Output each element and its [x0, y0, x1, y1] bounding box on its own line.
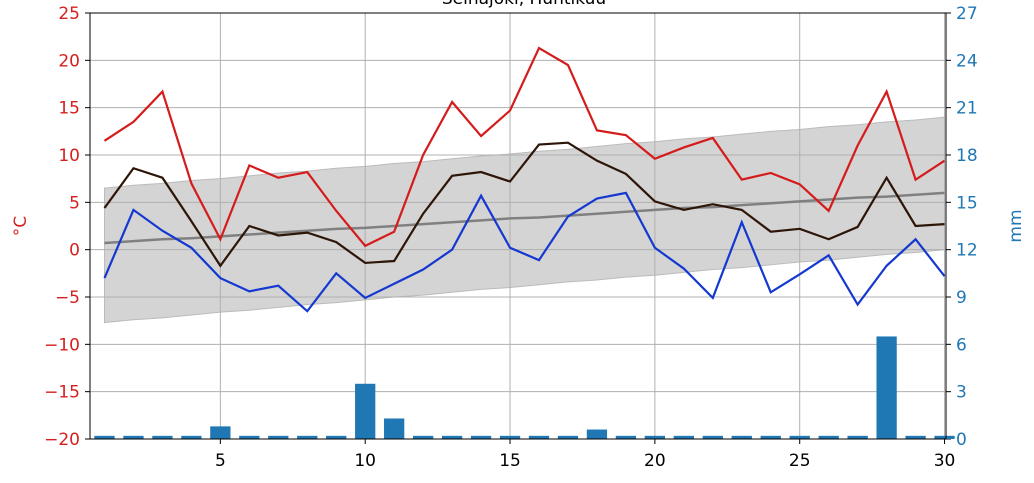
precip-bar — [268, 435, 289, 439]
y-tick-label: 20 — [58, 51, 80, 71]
precip-bar — [412, 435, 434, 439]
plot-frame — [89, 12, 947, 440]
y-tick-label: −15 — [44, 383, 80, 403]
precip-bar — [355, 383, 376, 439]
precip-bar — [297, 435, 318, 439]
y-tick-label: −10 — [44, 335, 80, 355]
precip-bar — [876, 336, 897, 439]
y-tick-label: 0 — [69, 241, 80, 261]
precip-bar — [441, 435, 463, 439]
y2-tick-label: 3 — [956, 383, 967, 403]
y-axis-label: °C — [11, 216, 31, 236]
x-tick-label: 20 — [644, 451, 666, 471]
precip-bar — [644, 435, 666, 439]
x-tick-label: 10 — [354, 451, 376, 471]
precip-bar — [94, 435, 115, 439]
y2-tick-label: 15 — [956, 193, 978, 213]
y-tick-label: 15 — [58, 99, 80, 119]
y-tick-label: 5 — [69, 193, 80, 213]
precip-bar — [615, 435, 637, 439]
precip-bar — [847, 435, 868, 439]
precip-bar — [702, 435, 723, 439]
x-tick-label: 5 — [215, 451, 226, 471]
y2-tick-label: 24 — [956, 51, 978, 71]
y2-axis-label: mm — [1006, 209, 1026, 242]
precip-bar — [239, 435, 260, 439]
precip-bar — [528, 435, 550, 439]
precip-bar — [384, 418, 405, 439]
climate-band — [103, 116, 946, 324]
y-tick-label: 10 — [58, 146, 80, 166]
y2-tick-label: 18 — [956, 146, 978, 166]
x-tick-label: 30 — [934, 451, 956, 471]
temp-line — [103, 191, 946, 313]
y2-tick-label: 6 — [956, 335, 967, 355]
y-tick-label: −20 — [44, 430, 80, 450]
precip-bar — [123, 435, 144, 439]
temp-line — [103, 141, 945, 268]
precip-bar — [789, 435, 810, 439]
precip-bar — [586, 429, 608, 439]
precip-bar — [152, 435, 173, 439]
precip-bar — [499, 435, 521, 439]
precip-bar — [818, 435, 839, 439]
y-tick-label: −5 — [55, 288, 80, 308]
temp-line — [103, 46, 946, 248]
precip-bar — [731, 435, 752, 439]
y2-tick-label: 12 — [956, 241, 978, 261]
x-tick-label: 15 — [499, 451, 521, 471]
y2-tick-label: 27 — [956, 4, 978, 24]
precip-bar — [905, 435, 926, 439]
precip-bar — [470, 435, 492, 439]
precip-bar — [760, 435, 781, 439]
precip-bar — [326, 435, 347, 439]
y2-tick-label: 0 — [956, 430, 967, 450]
y2-tick-label: 21 — [956, 99, 978, 119]
precip-bar — [934, 435, 955, 439]
y-tick-label: 25 — [58, 4, 80, 24]
temp-line — [104, 191, 945, 245]
precip-bar — [181, 435, 202, 439]
precip-bar — [557, 435, 579, 439]
chart-title: Seinäjoki, Huhtikuu — [442, 0, 606, 9]
precip-bar — [210, 426, 231, 439]
y2-tick-label: 9 — [956, 288, 967, 308]
x-tick-label: 25 — [789, 451, 811, 471]
precip-bar — [673, 435, 694, 439]
